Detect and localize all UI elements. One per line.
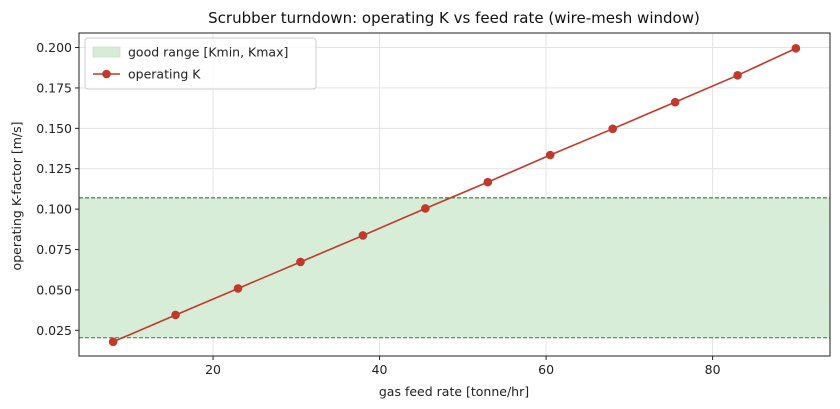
data-point <box>670 97 680 107</box>
data-point <box>421 204 430 213</box>
data-point <box>545 150 555 160</box>
legend-box <box>84 37 317 90</box>
y-tick-label: 0.100 <box>36 202 72 217</box>
y-tick-label: 0.150 <box>36 121 72 136</box>
data-point <box>171 310 180 320</box>
data-point <box>608 124 617 134</box>
x-tick-label: 20 <box>205 362 221 377</box>
legend-label-band: good range [Kmin, Kmax] <box>128 45 288 60</box>
series-line <box>112 47 797 343</box>
data-point <box>733 71 742 80</box>
chart-title: Scrubber turndown: operating K vs feed r… <box>208 9 700 27</box>
legend: good range [Kmin, Kmax] operating K <box>84 37 317 90</box>
y-tick-label: 0.175 <box>36 80 72 95</box>
plot-frame <box>78 32 831 357</box>
x-tick-label: 60 <box>538 362 554 377</box>
x-tick-label: 80 <box>705 362 721 377</box>
x-axis-label: gas feed rate [tonne/hr] <box>379 384 529 399</box>
x-tick-label: 40 <box>372 362 388 377</box>
legend-swatch-band <box>92 46 121 58</box>
y-tick-label: 0.025 <box>36 323 72 338</box>
y-tick-label: 0.200 <box>36 40 72 55</box>
y-tick-label: 0.125 <box>36 161 72 176</box>
data-point <box>233 284 243 293</box>
legend-label-series: operating K <box>128 67 201 82</box>
y-axis-label: operating K-factor [m/s] <box>9 122 24 271</box>
y-tick-label: 0.050 <box>36 282 72 297</box>
data-point <box>791 44 801 53</box>
y-tick-label: 0.075 <box>36 242 72 257</box>
data-point <box>108 337 118 347</box>
data-point <box>296 257 305 267</box>
data-point <box>483 177 493 187</box>
legend-swatch-marker <box>102 69 111 79</box>
plot-area: 20 40 60 80 0.025 0.050 0.075 0.100 0.125 0.150 0.… <box>36 32 831 377</box>
data-point <box>358 231 368 240</box>
good-range-band <box>79 197 830 338</box>
